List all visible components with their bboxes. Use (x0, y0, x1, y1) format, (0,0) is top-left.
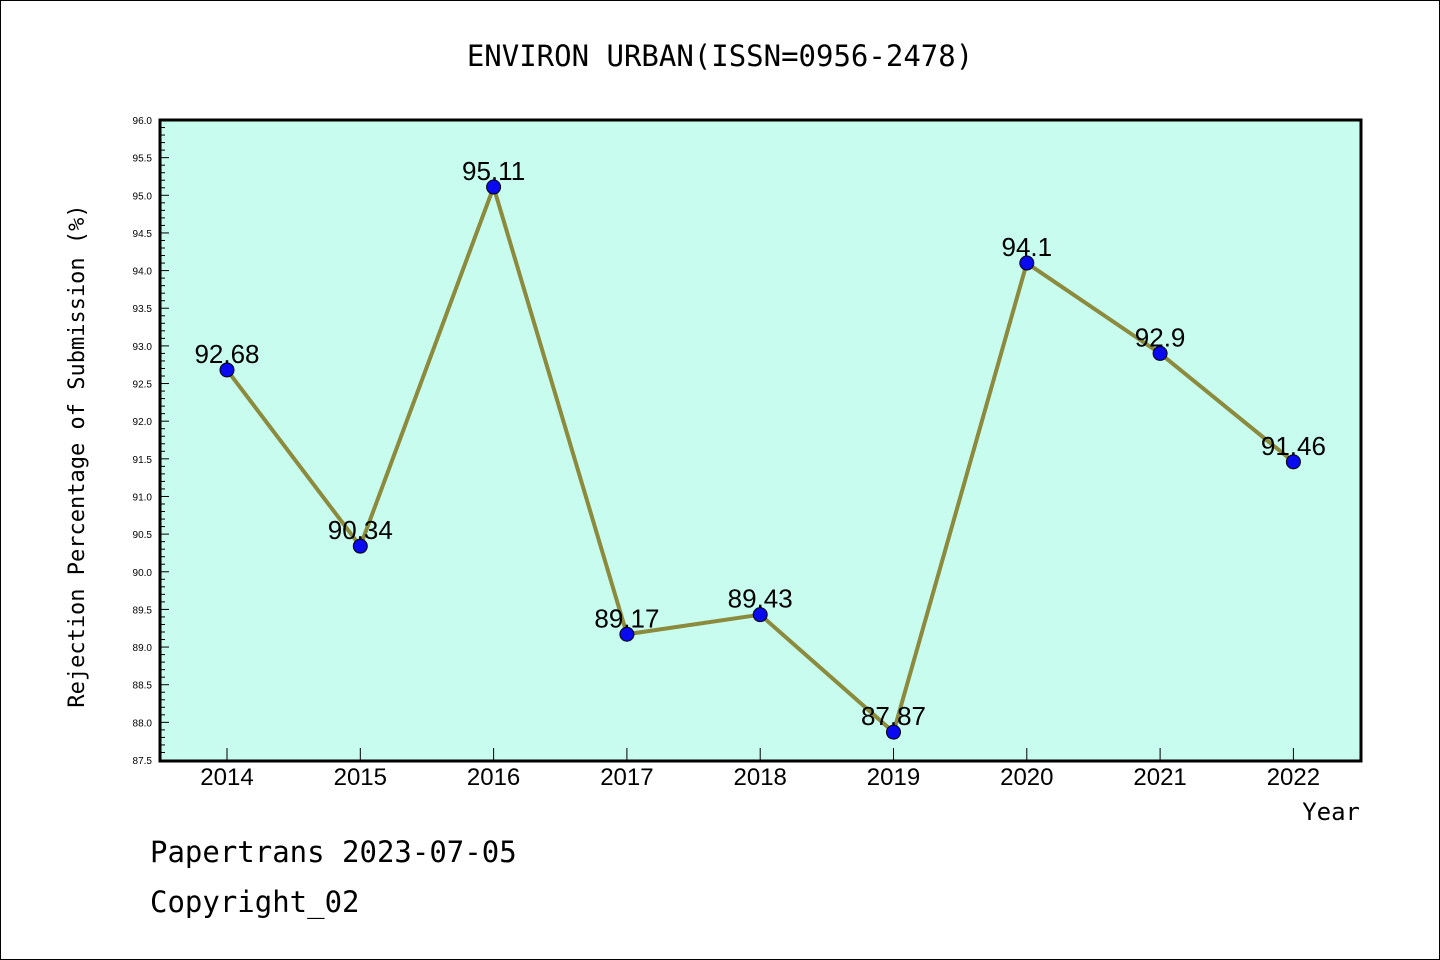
footer-date: Papertrans 2023-07-05 (150, 835, 517, 869)
x-tick-label: 2021 (1133, 764, 1186, 791)
y-tick-label: 95.0 (133, 191, 153, 202)
y-axis-label: Rejection Percentage of Submission (%) (65, 204, 90, 707)
data-label: 91.46 (1261, 431, 1326, 461)
x-axis-label: Year (1302, 798, 1360, 826)
data-label: 94.1 (1001, 232, 1052, 262)
y-tick-label: 92.5 (133, 380, 153, 391)
data-label: 90.34 (328, 515, 393, 545)
x-tick-label: 2015 (334, 764, 387, 791)
y-tick-label: 95.5 (133, 154, 153, 165)
data-label: 89.17 (594, 603, 659, 633)
data-label: 89.43 (728, 584, 793, 614)
y-tick-label: 88.0 (133, 718, 153, 729)
data-point (486, 179, 502, 195)
y-tick-label: 91.0 (133, 492, 153, 503)
data-point (752, 607, 768, 623)
data-point (219, 362, 235, 378)
y-tick-label: 93.0 (133, 342, 153, 353)
x-axis: 2014 2015 2016 2017 2018 2019 2020 2021 2022 (200, 748, 1320, 791)
y-tick-label: 90.0 (133, 568, 153, 579)
data-labels: 92.68 90.34 95.11 89.17 89.43 87.87 94.1 92.9 91… (194, 156, 1325, 731)
y-tick-label: 90.5 (133, 530, 153, 541)
plot-area (158, 118, 1363, 763)
data-label: 92.9 (1135, 322, 1186, 352)
x-tick-label: 2016 (467, 764, 520, 791)
y-tick-label: 96.0 (133, 116, 153, 127)
y-tick-label: 89.5 (133, 605, 153, 616)
y-tick-label: 93.5 (133, 304, 153, 315)
y-tick-label: 91.5 (133, 455, 153, 466)
y-tick-label: 94.0 (133, 267, 153, 278)
data-label: 95.11 (462, 156, 525, 186)
x-tick-label: 2018 (734, 764, 787, 791)
data-label: 92.68 (194, 339, 259, 369)
chart-title: ENVIRON URBAN(ISSN=0956-2478) (467, 39, 973, 73)
y-tick-label: 94.5 (133, 229, 153, 240)
y-tick-label: 88.5 (133, 681, 153, 692)
series-line (219, 179, 1301, 740)
data-point (1152, 345, 1168, 361)
y-tick-label: 87.5 (133, 756, 153, 767)
y-tick-label: 92.0 (133, 417, 153, 428)
data-label: 87.87 (861, 701, 926, 731)
x-tick-label: 2014 (200, 764, 253, 791)
data-point (352, 538, 368, 554)
data-point (619, 626, 635, 642)
footer-copyright: Copyright_02 (150, 885, 360, 919)
y-tick-label: 89.0 (133, 643, 153, 654)
data-point (1285, 454, 1301, 470)
x-tick-label: 2019 (867, 764, 920, 791)
data-point (886, 724, 901, 740)
x-tick-label: 2022 (1267, 764, 1320, 791)
y-axis: 87.5 88.0 88.5 89.0 89.5 90.0 90.5 91.0 91.5 92.0… (133, 116, 169, 767)
x-tick-label: 2017 (600, 764, 653, 791)
data-point (1019, 255, 1035, 271)
x-tick-label: 2020 (1000, 764, 1053, 791)
